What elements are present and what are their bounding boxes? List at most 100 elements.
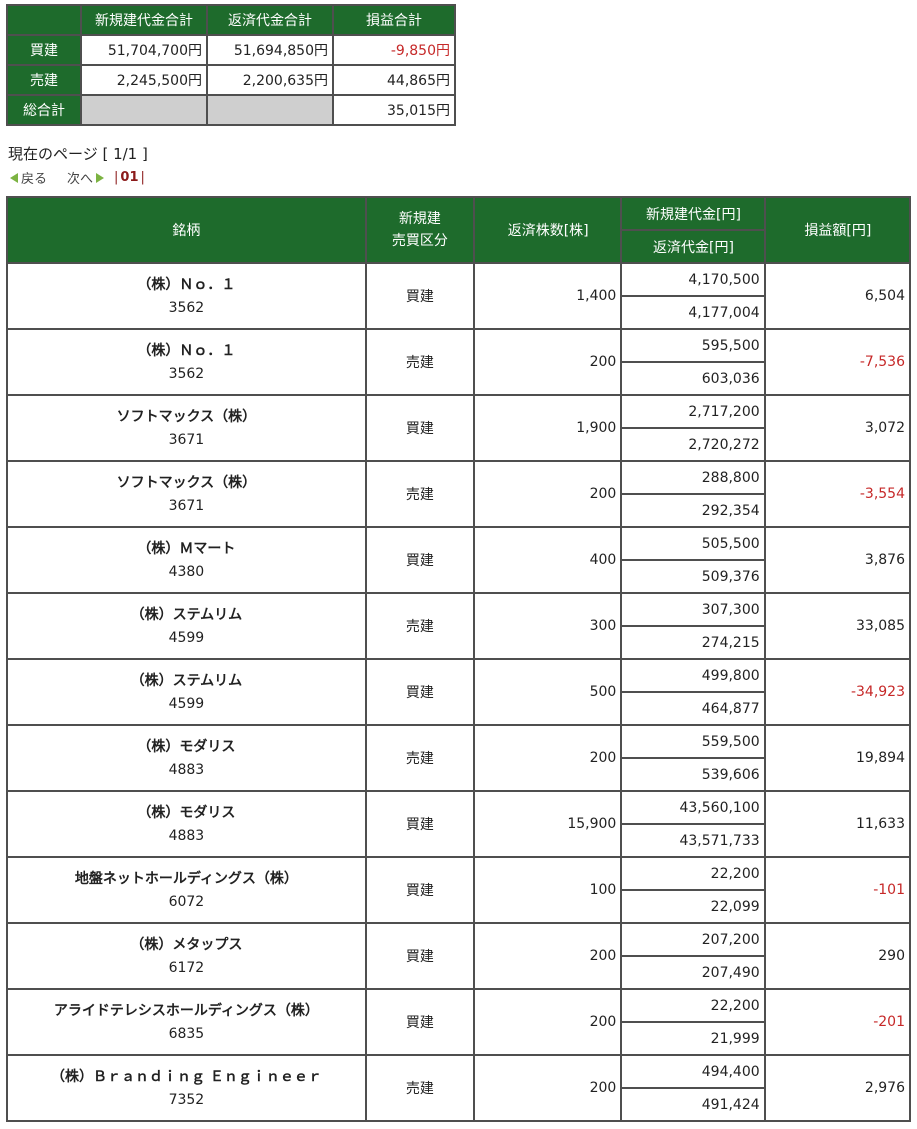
table-row-sub: 603,036 bbox=[8, 363, 909, 394]
stock-cell: （株）Ｍマート 4380 bbox=[8, 528, 365, 592]
trade-side: 買建 bbox=[366, 264, 474, 328]
close-qty: 200 bbox=[475, 462, 621, 526]
header-close-amount: 返済代金[円] bbox=[622, 231, 764, 262]
close-amount: 603,036 bbox=[622, 363, 764, 394]
table-row-sub: 491,424 bbox=[8, 1089, 909, 1120]
new-amount: 2,717,200 bbox=[622, 396, 764, 427]
stock-code: 6172 bbox=[168, 960, 205, 976]
stock-code: 3562 bbox=[168, 366, 205, 382]
prev-label: 戻る bbox=[21, 172, 48, 187]
header-side: 新規建 売買区分 bbox=[366, 198, 474, 262]
stock-name: （株）ステムリム bbox=[130, 607, 243, 623]
summary-row-label: 売建 bbox=[8, 66, 80, 94]
new-amount: 499,800 bbox=[622, 660, 764, 691]
new-amount: 22,200 bbox=[622, 858, 764, 889]
close-qty: 200 bbox=[475, 726, 621, 790]
summary-table: 新規建代金合計 返済代金合計 損益合計 買建 51,704,700円 51,69… bbox=[6, 4, 456, 126]
close-amount: 207,490 bbox=[622, 957, 764, 988]
close-qty: 500 bbox=[475, 660, 621, 724]
table-row-sub: 292,354 bbox=[8, 495, 909, 526]
trade-side: 売建 bbox=[366, 1056, 474, 1120]
pl-amount: 6,504 bbox=[765, 264, 909, 328]
table-row-sub: 22,099 bbox=[8, 891, 909, 922]
stock-code: 3671 bbox=[168, 498, 205, 514]
pager: 戻る 次へ | 01 | bbox=[10, 168, 145, 187]
stock-cell: ソフトマックス（株） 3671 bbox=[8, 396, 365, 460]
pl-amount: 33,085 bbox=[765, 594, 909, 658]
table-row: （株）Ｍマート 4380 買建 400 505,500 3,876 bbox=[8, 528, 909, 592]
header-side-line2: 売買区分 bbox=[391, 233, 448, 249]
next-link[interactable]: 次へ bbox=[67, 168, 105, 187]
summary-grand-empty bbox=[208, 96, 332, 124]
trade-side: 買建 bbox=[366, 660, 474, 724]
summary-close-total: 51,694,850円 bbox=[208, 36, 332, 64]
close-qty: 300 bbox=[475, 594, 621, 658]
new-amount: 4,170,500 bbox=[622, 264, 764, 295]
table-row: ソフトマックス（株） 3671 売建 200 288,800 -3,554 bbox=[8, 462, 909, 526]
pager-separator: | bbox=[140, 170, 145, 185]
trade-side: 売建 bbox=[366, 726, 474, 790]
trade-side: 買建 bbox=[366, 924, 474, 988]
stock-name: （株）ステムリム bbox=[130, 673, 243, 689]
new-amount: 307,300 bbox=[622, 594, 764, 625]
stock-cell: （株）モダリス 4883 bbox=[8, 792, 365, 856]
stock-cell: （株）Ｎｏ．１ 3562 bbox=[8, 264, 365, 328]
stock-code: 6072 bbox=[168, 894, 205, 910]
header-new-amount: 新規建代金[円] bbox=[622, 198, 764, 229]
pager-separator: | bbox=[114, 170, 119, 185]
table-row-sub: 21,999 bbox=[8, 1023, 909, 1054]
new-amount: 22,200 bbox=[622, 990, 764, 1021]
table-row: ソフトマックス（株） 3671 買建 1,900 2,717,200 3,072 bbox=[8, 396, 909, 460]
prev-link[interactable]: 戻る bbox=[10, 168, 47, 187]
table-row: 地盤ネットホールディングス（株） 6072 買建 100 22,200 -101 bbox=[8, 858, 909, 922]
close-amount: 464,877 bbox=[622, 693, 764, 724]
stock-cell: （株）Ｎｏ．１ 3562 bbox=[8, 330, 365, 394]
summary-pl: -9,850円 bbox=[334, 36, 454, 64]
stock-code: 6835 bbox=[168, 1026, 205, 1042]
trade-side: 売建 bbox=[366, 462, 474, 526]
close-qty: 200 bbox=[475, 1056, 621, 1120]
table-row-sub: 274,215 bbox=[8, 627, 909, 658]
current-page-number: 01 bbox=[120, 170, 139, 185]
stock-name: ソフトマックス（株） bbox=[116, 409, 257, 425]
summary-grand-pl: 35,015円 bbox=[334, 96, 454, 124]
trade-side: 買建 bbox=[366, 528, 474, 592]
summary-new-total: 2,245,500円 bbox=[82, 66, 206, 94]
stock-cell: （株）ステムリム 4599 bbox=[8, 594, 365, 658]
stock-cell: アライドテレシスホールディングス（株） 6835 bbox=[8, 990, 365, 1054]
prev-arrow-icon bbox=[10, 172, 18, 183]
stock-cell: （株）Ｂｒａｎｄｉｎｇ Ｅｎｇｉｎｅｅｒ 7352 bbox=[8, 1056, 365, 1120]
stock-name: 地盤ネットホールディングス（株） bbox=[74, 871, 298, 887]
table-row: （株）Ｂｒａｎｄｉｎｇ Ｅｎｇｉｎｅｅｒ 7352 売建 200 494,400 2,97… bbox=[8, 1056, 909, 1120]
stock-cell: ソフトマックス（株） 3671 bbox=[8, 462, 365, 526]
header-side-line1: 新規建 bbox=[398, 211, 441, 227]
pl-amount: 19,894 bbox=[765, 726, 909, 790]
trade-side: 買建 bbox=[366, 792, 474, 856]
stock-cell: （株）メタップス 6172 bbox=[8, 924, 365, 988]
pl-amount: -101 bbox=[765, 858, 909, 922]
table-row: （株）モダリス 4883 売建 200 559,500 19,894 bbox=[8, 726, 909, 790]
stock-code: 4599 bbox=[168, 696, 205, 712]
new-amount: 505,500 bbox=[622, 528, 764, 559]
trade-side: 買建 bbox=[366, 990, 474, 1054]
stock-name: （株）Ｂｒａｎｄｉｎｇ Ｅｎｇｉｎｅｅｒ bbox=[50, 1069, 322, 1085]
pl-amount: 290 bbox=[765, 924, 909, 988]
summary-row-label: 買建 bbox=[8, 36, 80, 64]
stock-code: 4380 bbox=[168, 564, 205, 580]
table-row-sub: 509,376 bbox=[8, 561, 909, 592]
page-indicator: 現在のページ [ 1/1 ] bbox=[8, 145, 148, 163]
stock-name: ソフトマックス（株） bbox=[116, 475, 257, 491]
close-amount: 43,571,733 bbox=[622, 825, 764, 856]
summary-pl: 44,865円 bbox=[334, 66, 454, 94]
new-amount: 559,500 bbox=[622, 726, 764, 757]
trade-side: 買建 bbox=[366, 396, 474, 460]
stock-name: （株）Ｎｏ．１ bbox=[137, 277, 236, 293]
table-row-sub: 43,571,733 bbox=[8, 825, 909, 856]
close-amount: 22,099 bbox=[622, 891, 764, 922]
close-amount: 539,606 bbox=[622, 759, 764, 790]
table-row: アライドテレシスホールディングス（株） 6835 買建 200 22,200 -201 bbox=[8, 990, 909, 1054]
positions-table: 銘柄 新規建 売買区分 返済株数[株] 新規建代金[円] 損益額[円] 返済代金… bbox=[6, 196, 911, 1122]
table-row: （株）ステムリム 4599 売建 300 307,300 33,085 bbox=[8, 594, 909, 658]
stock-name: （株）メタップス bbox=[130, 937, 243, 953]
close-amount: 491,424 bbox=[622, 1089, 764, 1120]
